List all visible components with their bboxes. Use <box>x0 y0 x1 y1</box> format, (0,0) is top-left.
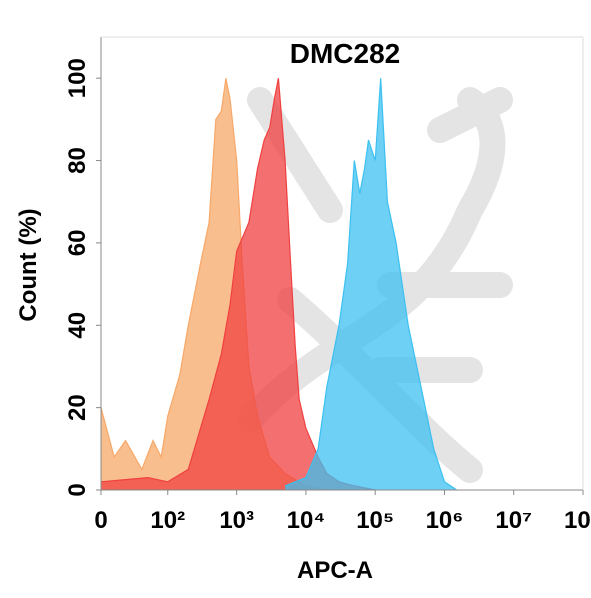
y-tick-label: 60 <box>64 230 91 257</box>
area <box>101 78 327 490</box>
x-tick-label: 0 <box>94 507 107 534</box>
x-tick-label: 10³ <box>219 507 254 534</box>
x-tick-label: 10⁵ <box>356 507 394 534</box>
x-tick-label: 10² <box>150 507 185 534</box>
y-tick-label: 0 <box>64 483 91 496</box>
y-tick-label: 20 <box>64 394 91 421</box>
y-axis-label: Count (%) <box>15 208 42 321</box>
x-axis-label: APC-A <box>297 557 373 584</box>
x-tick-label: 10⁷ <box>495 507 532 534</box>
y-tick-label: 80 <box>64 147 91 174</box>
chart-title: DMC282 <box>290 38 400 69</box>
area-outline <box>284 78 458 491</box>
area <box>285 78 457 490</box>
x-tick-label: 10⁴ <box>287 507 326 534</box>
y-tick-label: 40 <box>64 312 91 339</box>
x-tick-label: 10⁸ <box>564 507 591 534</box>
y-tick-label: 100 <box>64 58 91 98</box>
area <box>101 78 376 490</box>
x-tick-label: 10⁶ <box>426 507 464 534</box>
